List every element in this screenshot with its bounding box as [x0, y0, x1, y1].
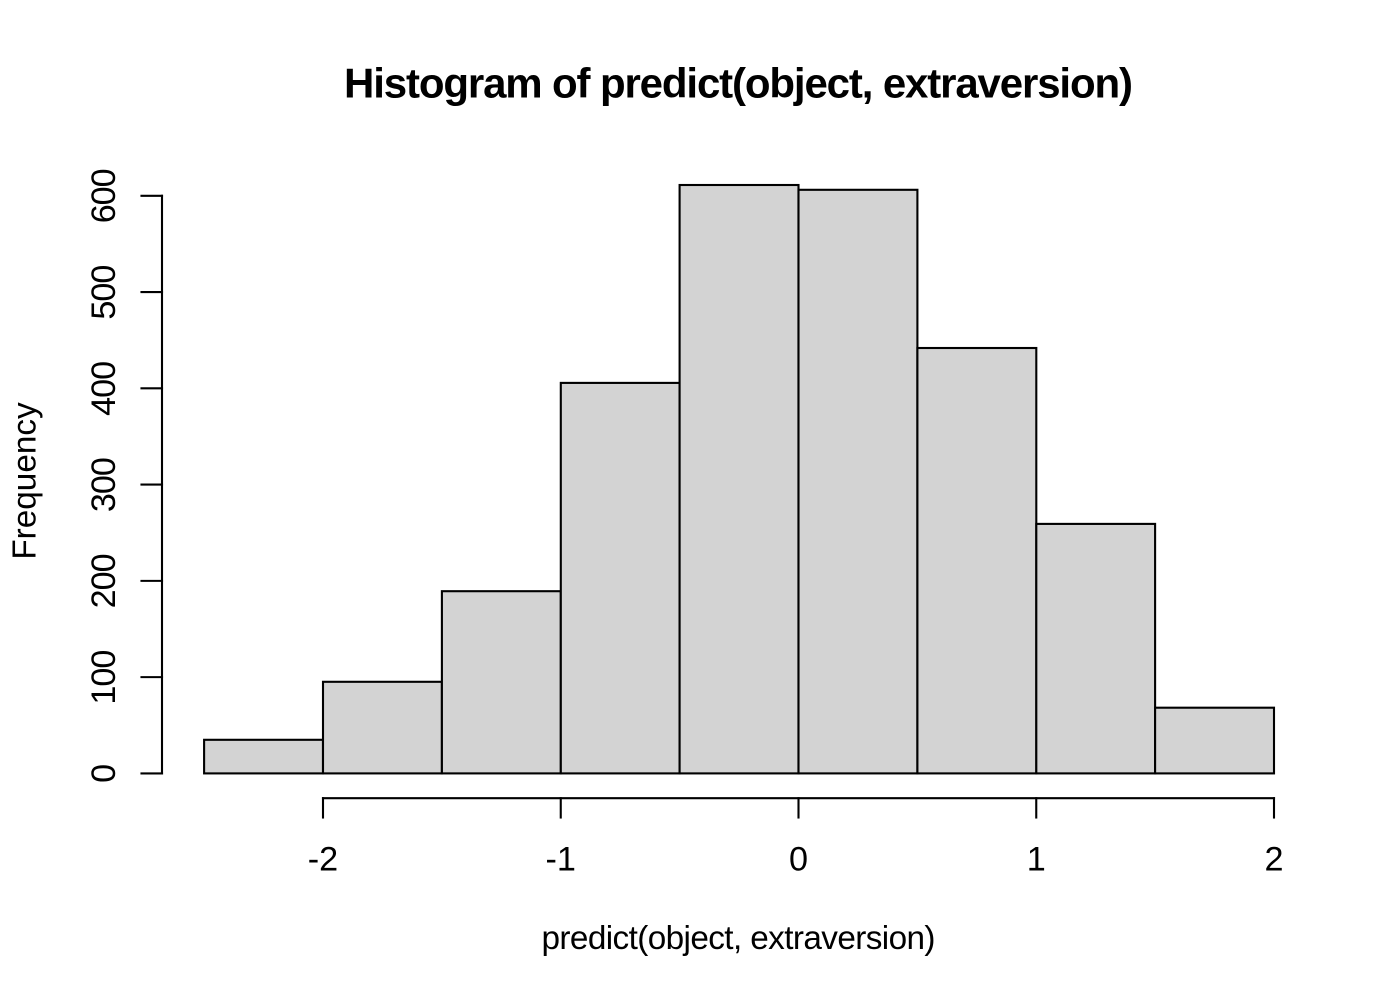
svg-text:predict(object, extraversion): predict(object, extraversion)	[542, 920, 936, 957]
svg-text:1: 1	[1027, 840, 1046, 878]
svg-text:600: 600	[85, 168, 123, 223]
svg-text:300: 300	[85, 457, 123, 512]
svg-text:500: 500	[85, 265, 123, 320]
svg-text:100: 100	[85, 650, 123, 705]
svg-text:0: 0	[789, 840, 808, 878]
svg-text:2: 2	[1264, 840, 1283, 878]
svg-text:400: 400	[85, 361, 123, 416]
svg-text:-1: -1	[546, 840, 576, 878]
svg-text:Frequency: Frequency	[7, 402, 44, 560]
svg-text:0: 0	[85, 764, 123, 783]
svg-text:Histogram of predict(object, e: Histogram of predict(object, extraversio…	[344, 59, 1133, 106]
svg-text:-2: -2	[308, 840, 338, 878]
svg-text:200: 200	[85, 553, 123, 608]
